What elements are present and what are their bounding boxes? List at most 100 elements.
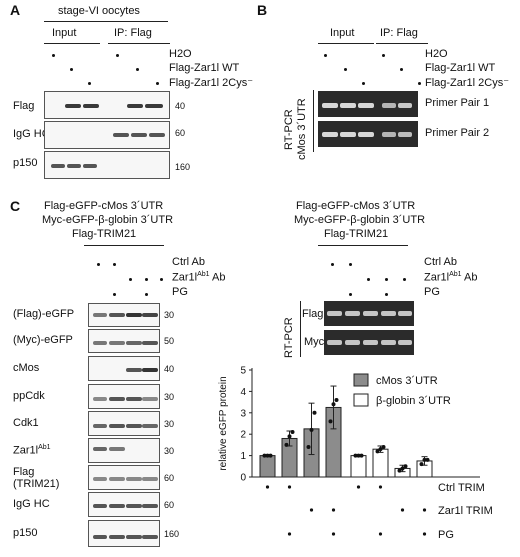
- data-point: [422, 457, 427, 462]
- mw-marker: 160: [164, 528, 180, 539]
- data-point: [375, 449, 380, 454]
- cond-label-h2o: H2O: [169, 48, 192, 60]
- data-point: [356, 453, 361, 458]
- c-blot: [88, 492, 160, 517]
- legend-label: cMos 3´UTR: [376, 375, 438, 387]
- c-blot-label: ppCdk: [13, 389, 45, 402]
- c-blot-label: Cdk1: [13, 416, 39, 429]
- cond-dot: [113, 293, 116, 296]
- blot-p150: [44, 151, 170, 179]
- c-blot: [88, 356, 160, 381]
- mw-marker: 160: [175, 162, 191, 172]
- condition-label: Zar1l TRIM: [438, 505, 493, 517]
- c-rtpcr-gel-label: Myc: [304, 336, 325, 348]
- y-tick-label: 4: [240, 387, 246, 398]
- c-blot-label: IgG HC: [13, 497, 50, 510]
- bar: [372, 448, 389, 478]
- cond-dot: [382, 54, 385, 57]
- mw-marker: 30: [164, 310, 175, 320]
- bar: [259, 455, 276, 478]
- mw-marker: 40: [175, 101, 186, 111]
- condition-dot: [378, 485, 383, 489]
- c-blot: [88, 465, 160, 490]
- c-ctrl-label: Ctrl Ab: [172, 256, 206, 268]
- c-blot: [88, 303, 160, 327]
- condition-dot: [331, 532, 336, 536]
- data-point: [284, 442, 289, 447]
- panel-b-letter: B: [257, 2, 268, 18]
- data-point: [262, 453, 267, 458]
- c-right-zar1-label: Zar1lAb1 Ab: [424, 271, 478, 284]
- data-point: [265, 453, 270, 458]
- data-point: [268, 453, 273, 458]
- c-right-header-underline: [318, 245, 408, 246]
- b-side-line: [313, 90, 314, 152]
- data-point: [400, 466, 405, 471]
- c-blot-label: (Flag)-eGFP: [13, 308, 75, 320]
- panel-a-title: stage-VI oocytes: [58, 5, 140, 17]
- blot-label: Flag: [13, 100, 35, 112]
- cond-dot: [367, 278, 370, 281]
- b-input-header: Input: [330, 27, 355, 39]
- cond-dot: [88, 82, 91, 85]
- data-point: [331, 402, 336, 407]
- cond-dot: [403, 278, 406, 281]
- title-underline: [44, 21, 168, 22]
- mw-marker: 30: [164, 391, 175, 402]
- c-blot-label: p150: [13, 526, 38, 539]
- c-left-header: Flag-eGFP-cMos 3´UTR: [44, 200, 164, 212]
- cond-dot: [418, 82, 421, 85]
- c-left-header: Myc-eGFP-β-globin 3´UTR: [42, 214, 174, 226]
- bar: [303, 428, 320, 478]
- gel-label: Primer Pair 2: [425, 127, 490, 139]
- cond-dot: [145, 278, 148, 281]
- c-left-header-underline: [84, 245, 164, 246]
- cond-label-2cys: Flag-Zar1l 2Cys⁻: [169, 77, 254, 89]
- condition-label: Ctrl TRIM: [438, 482, 485, 494]
- panel-a-letter: A: [10, 2, 21, 18]
- bar: [416, 460, 433, 478]
- b-side-label-2: cMos 3´UTR: [296, 98, 308, 160]
- c-rtpcr-gel-label: Flag: [302, 308, 324, 320]
- data-point: [353, 453, 358, 458]
- c-gel-myc: [324, 330, 414, 355]
- b-ip-underline: [376, 43, 428, 44]
- cond-dot: [113, 263, 116, 266]
- cond-dot: [400, 68, 403, 71]
- y-tick-label: 5: [240, 366, 246, 377]
- cond-label-wt: Flag-Zar1l WT: [169, 62, 240, 74]
- c-zar1-label: Zar1lAb1 Ab: [172, 271, 226, 284]
- c-rtpcr-side: RT-PCR: [283, 317, 295, 358]
- data-point: [397, 468, 402, 473]
- cond-dot: [331, 263, 334, 266]
- bar: [394, 467, 411, 478]
- c-blot: [88, 520, 160, 547]
- cond-dot: [385, 278, 388, 281]
- condition-dot: [331, 508, 336, 512]
- condition-dot: [309, 508, 314, 512]
- data-point: [381, 445, 386, 450]
- data-point: [378, 447, 383, 452]
- cond-dot: [145, 293, 148, 296]
- cond-dot: [129, 278, 132, 281]
- b-side-label-1: RT-PCR: [283, 109, 295, 150]
- c-blot: [88, 411, 160, 436]
- mw-marker: 40: [164, 363, 175, 374]
- blot-label: IgG HC: [13, 128, 50, 140]
- c-blot: [88, 438, 160, 463]
- c-gel-flag: [324, 301, 414, 326]
- c-right-header: Flag-TRIM21: [324, 228, 389, 240]
- bar: [281, 437, 298, 478]
- input-underline: [44, 43, 100, 44]
- ip-underline: [108, 43, 170, 44]
- condition-dot: [422, 532, 427, 536]
- c-blot: [88, 329, 160, 353]
- blot-igg: [44, 121, 170, 149]
- b-ip-header: IP: Flag: [380, 27, 418, 39]
- condition-dot: [356, 485, 361, 489]
- blot-label: p150: [13, 157, 38, 169]
- blot-flag: [44, 91, 170, 119]
- mw-marker: 60: [164, 472, 175, 483]
- cond-dot: [52, 54, 55, 57]
- cond-dot: [97, 263, 100, 266]
